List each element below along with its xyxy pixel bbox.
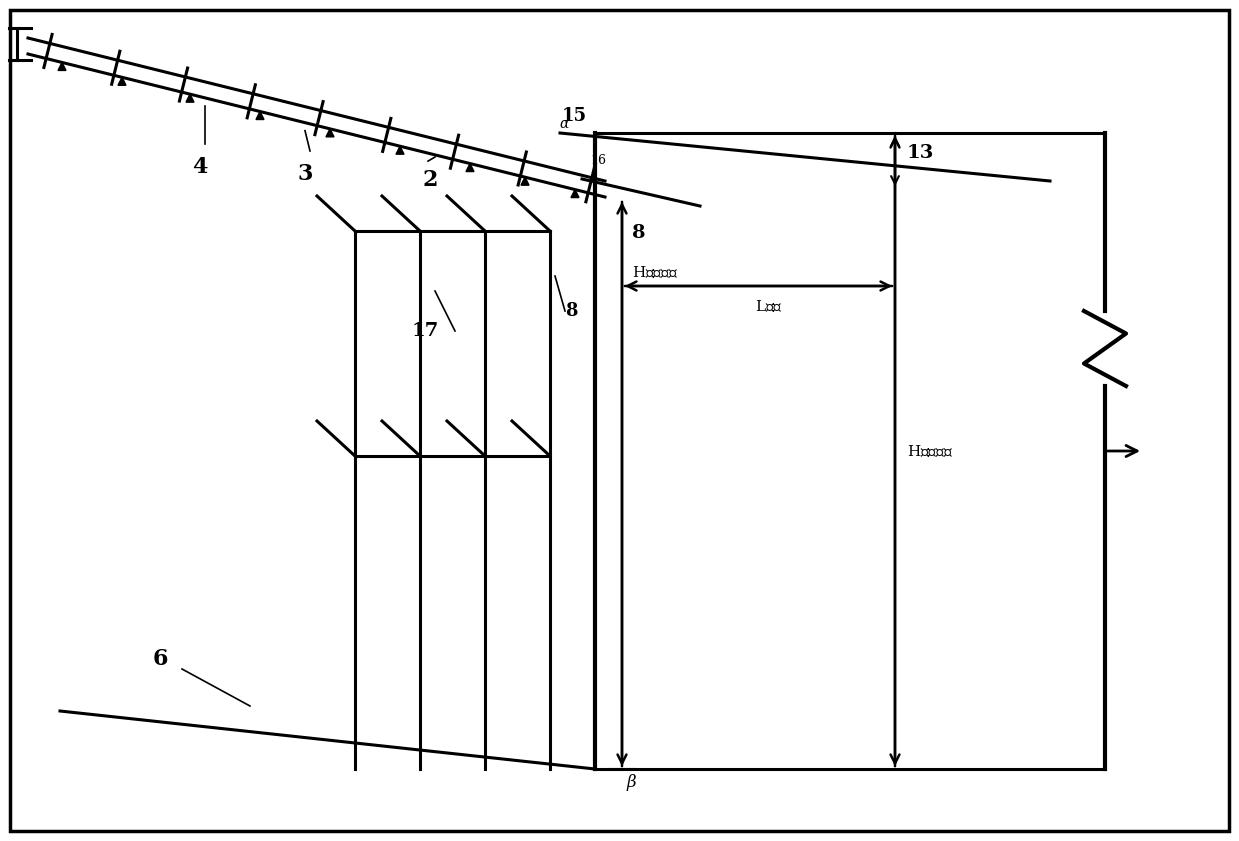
Text: 15: 15 xyxy=(563,107,587,125)
Text: $\mathregular{L}$尺寸: $\mathregular{L}$尺寸 xyxy=(755,298,782,314)
Text: 16: 16 xyxy=(590,155,606,167)
Polygon shape xyxy=(186,94,195,102)
Text: 6: 6 xyxy=(152,648,167,670)
Polygon shape xyxy=(326,129,335,137)
Polygon shape xyxy=(396,146,404,154)
Text: 4: 4 xyxy=(192,156,208,178)
Text: 13: 13 xyxy=(907,144,934,162)
Polygon shape xyxy=(522,177,529,185)
Text: 8: 8 xyxy=(565,302,577,320)
Text: 2: 2 xyxy=(422,169,437,191)
Text: $\mathregular{H}$测量长度: $\mathregular{H}$测量长度 xyxy=(632,264,678,280)
Text: 3: 3 xyxy=(297,163,312,185)
Text: $\mathregular{H}$测量开程: $\mathregular{H}$测量开程 xyxy=(907,443,953,459)
Text: α: α xyxy=(560,117,569,131)
Text: β: β xyxy=(627,774,637,791)
Polygon shape xyxy=(58,62,66,71)
Text: 8: 8 xyxy=(632,224,646,242)
Polygon shape xyxy=(256,112,264,119)
Text: 17: 17 xyxy=(413,322,440,340)
Polygon shape xyxy=(571,189,579,198)
Polygon shape xyxy=(118,77,126,85)
Polygon shape xyxy=(466,163,475,172)
